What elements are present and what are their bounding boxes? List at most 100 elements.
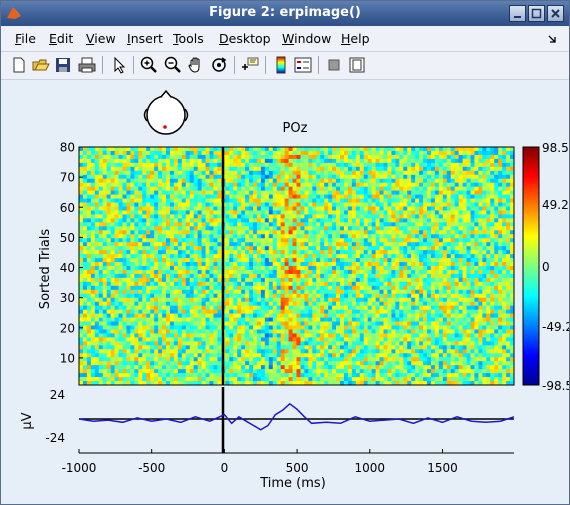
heatmap-cell (430, 218, 436, 223)
heatmap-cell (102, 246, 108, 251)
heatmap-cell (324, 313, 329, 318)
heatmap-cell (430, 198, 436, 203)
heatmap-cell (466, 178, 471, 184)
heatmap-cell (407, 273, 412, 279)
heatmap-cell (502, 162, 507, 168)
heatmap-cell (162, 254, 167, 259)
zoom-in-icon[interactable] (139, 55, 159, 75)
heatmap-cell (296, 214, 301, 219)
heatmap-cell (296, 166, 301, 172)
pan-hand-icon[interactable] (186, 55, 206, 75)
heatmap-cell (300, 150, 305, 156)
heatmap-cell (181, 313, 187, 318)
heatmap-cell (213, 250, 218, 255)
heatmap-cell (482, 166, 487, 172)
heatmap-cell (102, 170, 108, 176)
heatmap-cell (94, 178, 100, 184)
menu-window[interactable]: Window (282, 31, 332, 46)
edit-plot-arrow-icon[interactable] (109, 55, 129, 75)
data-cursor-icon[interactable] (240, 55, 260, 75)
zoom-out-icon[interactable] (163, 55, 183, 75)
heatmap-cell (427, 230, 432, 235)
heatmap-cell (332, 242, 337, 247)
heatmap-cell (415, 285, 420, 291)
heatmap-cell (189, 309, 195, 314)
heatmap-cell (118, 309, 123, 314)
show-plot-tools-icon[interactable] (347, 55, 367, 75)
insert-colorbar-icon[interactable] (271, 55, 291, 75)
heatmap-cell (411, 281, 416, 287)
heatmap-cell (316, 210, 321, 215)
heatmap-cell (197, 313, 202, 318)
dock-arrow-icon[interactable] (547, 34, 557, 44)
heatmap-cell (494, 258, 499, 263)
heatmap-cell (166, 202, 171, 207)
heatmap-cell (427, 297, 432, 303)
heatmap-cell (260, 198, 266, 203)
heatmap-cell (189, 162, 195, 168)
heatmap-cell (387, 202, 392, 207)
heatmap-cell (126, 297, 131, 303)
print-icon[interactable] (77, 55, 97, 75)
heatmap-cell (138, 186, 143, 192)
menu-file[interactable]: File (15, 31, 36, 46)
heatmap-cell (260, 218, 266, 223)
heatmap-cell (434, 190, 440, 195)
hide-plot-tools-icon[interactable] (324, 55, 344, 75)
heatmap-cell (118, 266, 123, 271)
menu-desktop[interactable]: Desktop (219, 31, 271, 46)
heatmap-cell (371, 250, 376, 255)
heatmap-cell (470, 147, 475, 152)
heatmap-cell (506, 222, 511, 227)
heatmap-cell (205, 186, 210, 192)
heatmap-cell (474, 285, 479, 291)
maximize-button[interactable] (528, 5, 545, 22)
heatmap-cell (158, 301, 163, 307)
menu-tools[interactable]: Tools (173, 31, 204, 46)
minimize-button[interactable] (509, 5, 526, 22)
heatmap-cell (308, 186, 313, 192)
heatmap-cell (173, 309, 179, 314)
open-file-icon[interactable] (31, 55, 51, 75)
heatmap-cell (292, 313, 297, 318)
heatmap-cell (411, 273, 416, 279)
close-button[interactable] (547, 5, 564, 22)
heatmap-cell (162, 293, 167, 299)
heatmap-cell (510, 174, 515, 180)
heatmap-cell (241, 238, 246, 243)
new-figure-icon[interactable] (9, 55, 29, 75)
heatmap-cell (90, 325, 96, 330)
heatmap-cell (229, 147, 234, 152)
heatmap-cell (387, 238, 392, 243)
heatmap-cell (189, 250, 195, 255)
heatmap-cell (466, 317, 471, 322)
heatmap-cell (490, 293, 495, 299)
heatmap-cell (454, 258, 460, 263)
heatmap-cell (367, 250, 373, 255)
heatmap-cell (312, 293, 317, 299)
heatmap-cell (494, 297, 499, 303)
heatmap-cell (399, 313, 404, 318)
heatmap-cell (102, 269, 108, 275)
heatmap-cell (241, 214, 246, 219)
rotate-3d-icon[interactable] (209, 55, 229, 75)
heatmap-cell (201, 198, 206, 203)
heatmap-cell (122, 281, 127, 287)
menu-edit[interactable]: Edit (49, 31, 74, 46)
heatmap-cell (351, 222, 357, 227)
title-bar[interactable]: Figure 2: erpimage() (1, 1, 569, 26)
heatmap-cell (241, 186, 246, 192)
menu-view[interactable]: View (86, 31, 116, 46)
heatmap-cell (308, 147, 313, 152)
heatmap-cell (446, 317, 452, 322)
heatmap-cell (209, 214, 214, 219)
save-icon[interactable] (53, 55, 73, 75)
heatmap-cell (233, 266, 238, 271)
heatmap-cell (324, 269, 329, 275)
menu-insert[interactable]: Insert (127, 31, 163, 46)
heatmap-cell (340, 238, 345, 243)
heatmap-cell (332, 297, 337, 303)
insert-legend-icon[interactable] (293, 55, 313, 75)
menu-help[interactable]: Help (341, 31, 370, 46)
heatmap-cell (383, 234, 388, 239)
